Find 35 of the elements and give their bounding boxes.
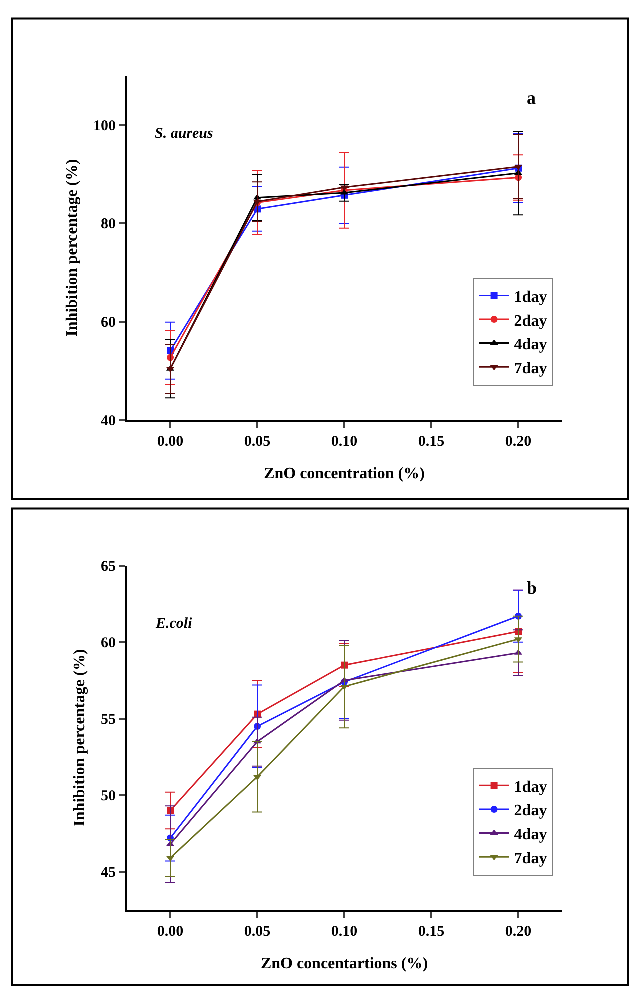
annotation: E.coli xyxy=(155,616,194,632)
annotation: b xyxy=(527,578,538,598)
y-axis-title: Inhibition percentage (%) xyxy=(71,649,88,827)
y-tick-label: 60 xyxy=(101,636,116,652)
legend-label: 1day xyxy=(514,288,548,306)
legend-label: 4day xyxy=(514,336,548,354)
y-axis-title: Inhibition percentage (%) xyxy=(64,159,81,337)
legend-label: 7day xyxy=(514,850,548,868)
annotation: S. aureus xyxy=(155,126,214,142)
x-tick-label: 0.00 xyxy=(157,434,184,450)
x-tick-label: 0.00 xyxy=(157,924,184,940)
legend-label: 2day xyxy=(514,802,548,820)
legend-label: 4day xyxy=(514,826,548,844)
x-tick-label: 0.05 xyxy=(244,434,271,450)
x-tick-label: 0.05 xyxy=(244,924,271,940)
annotation: a xyxy=(527,88,536,108)
y-tick-label: 65 xyxy=(101,559,116,576)
y-tick-label: 50 xyxy=(101,788,116,805)
x-tick-label: 0.15 xyxy=(418,924,445,940)
legend-label: 7day xyxy=(514,360,548,378)
x-tick-label: 0.20 xyxy=(505,434,532,450)
y-tick-label: 55 xyxy=(101,712,116,728)
x-axis-title: ZnO concentartions (%) xyxy=(260,955,428,972)
x-tick-label: 0.10 xyxy=(331,434,358,450)
y-tick-label: 45 xyxy=(101,865,116,882)
y-tick-label: 80 xyxy=(101,216,116,233)
x-tick-label: 0.20 xyxy=(505,924,532,940)
y-tick-label: 60 xyxy=(101,315,116,332)
y-tick-label: 40 xyxy=(101,413,116,430)
x-tick-label: 0.15 xyxy=(418,434,445,450)
x-tick-label: 0.10 xyxy=(331,924,358,940)
legend-label: 1day xyxy=(514,778,548,796)
y-tick-label: 100 xyxy=(94,118,116,134)
legend-label: 2day xyxy=(514,312,548,330)
x-axis-title: ZnO concentration (%) xyxy=(264,465,425,482)
